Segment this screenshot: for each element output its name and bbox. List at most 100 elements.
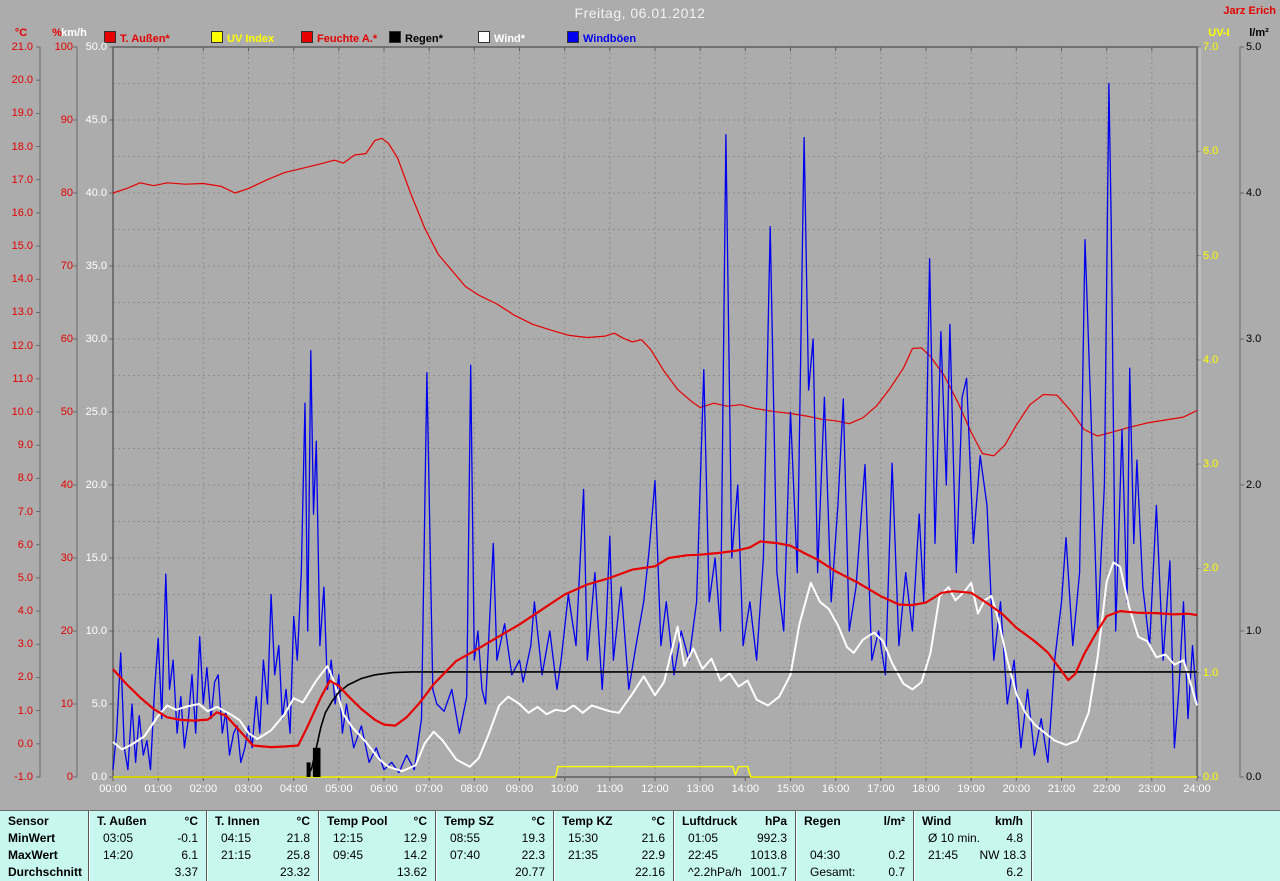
y-tick-label-rain: 0.0 [1246,771,1262,783]
legend-color-chip [478,31,490,43]
x-tick-label: 00:00 [99,783,127,795]
x-tick-label: 05:00 [325,783,353,795]
x-tick-label: 07:00 [415,783,443,795]
x-tick-label: 14:00 [731,783,760,795]
table-cell-time: 21:45 [928,848,959,862]
table-data-row: 13.62 [319,864,435,881]
table-data-row: 12:15 12.9 [319,830,435,847]
x-tick-label: 11:00 [596,783,624,795]
table-cell-value: 992.3 [756,831,787,845]
table-group-header: Luftdruck hPa [674,813,795,830]
y-tick-label-temp: 6.0 [17,538,33,551]
table-data-row: 07:40 22.3 [436,847,553,864]
legend-label: Regen* [405,33,443,45]
table-cell-value: 25.8 [286,848,310,862]
table-group-header: Temp SZ °C [436,813,553,830]
legend-item: T. Außen* [104,31,170,45]
table-group-header: Regen l/m² [796,813,913,830]
table-cell-time: 09:45 [333,848,364,862]
legend-label: Feuchte A.* [317,33,378,45]
y-tick-label-temp: 5.0 [17,571,33,584]
y-tick-label-temp: 11.0 [12,372,33,385]
table-cell-value: 22.9 [641,848,665,862]
table-cell-value: 6.2 [1006,865,1023,879]
sensor-name: T. Außen [97,814,147,828]
x-tick-label: 15:00 [776,783,805,795]
y-tick-label-wind: 40.0 [85,187,107,199]
x-tick-label: 19:00 [957,783,985,795]
table-empty-area [1031,811,1280,881]
table-cell-value: 20.77 [514,865,545,879]
table-row-label: Durchschnitt [8,865,83,879]
x-tick-label: 20:00 [1002,783,1031,795]
y-tick-label-uv: 7.0 [1203,41,1219,53]
x-tick-label: 03:00 [234,783,263,795]
x-tick-label: 18:00 [912,783,940,795]
table-cell-time: 08:55 [450,831,481,845]
y-tick-label-temp: 1.0 [17,704,33,717]
legend-item: UV Index [211,31,274,45]
rain-bar [312,747,317,777]
table-cell-time: ^2.2hPa/h [688,865,742,879]
table-cell-time: 15:30 [568,831,599,845]
y-tick-label-wind: 50.0 [85,41,107,53]
y-tick-label-wind: 25.0 [85,406,107,418]
y-tick-label-temp: 13.0 [11,306,33,319]
legend-label: Windböen [583,33,637,45]
table-cell-value: 23.32 [279,865,310,879]
table-data-row: 21:35 22.9 [554,847,673,864]
y-tick-label-temp: 16.0 [11,206,33,219]
table-cell-time: 04:15 [221,831,252,845]
y-tick-label-temp: 3.0 [17,638,33,651]
y-tick-label-temp: 10.0 [11,406,33,418]
table-cell-value: 0.2 [888,848,905,862]
y-tick-label-humidity: 100 [54,41,73,53]
table-cell-value: NW 18.3 [979,848,1027,862]
y-tick-label-uv: 3.0 [1203,458,1219,471]
table-data-row: 09:45 14.2 [319,847,435,864]
series-uv-index [113,765,1197,778]
table-cell-time: 07:40 [450,848,481,862]
table-data-row: Gesamt: 0.7 [796,864,913,881]
y-tick-label-rain: 5.0 [1246,41,1262,53]
table-group-regen: Regen l/m² 04:30 0.2 Gesamt: 0.7 [795,811,913,881]
sensor-unit: °C [184,814,198,828]
table-group-t-au-en: T. Außen °C 03:05 -0.1 14:20 6.1 3.37 [88,811,206,881]
y-tick-label-temp: 17.0 [11,173,33,186]
legend-color-chip [301,31,313,43]
y-tick-label-temp: 7.0 [17,505,33,518]
y-tick-label-rain: 1.0 [1246,625,1262,637]
axis-header-humidity: % [52,27,62,39]
sensor-unit: km/h [994,814,1023,828]
x-tick-label: 04:00 [279,783,308,795]
table-data-row: 6.2 [914,864,1031,881]
x-tick-label: 17:00 [867,783,895,795]
table-cell-value: 12.9 [403,831,427,845]
legend-item: Feuchte A.* [301,31,377,45]
summary-table: Sensor MinWert MaxWert Durchschnitt T. Außen… [0,810,1280,881]
table-row-label-column: Sensor MinWert MaxWert Durchschnitt [0,811,88,881]
table-data-row: 03:05 -0.1 [89,830,206,847]
table-data-row: 04:15 21.8 [207,830,318,847]
y-tick-label-temp: 9.0 [17,439,33,452]
y-tick-label-wind: 15.0 [85,552,107,564]
sensor-name: Temp Pool [327,814,388,828]
table-data-row: 22.16 [554,864,673,881]
table-group-luftdruck: Luftdruck hPa 01:05 992.3 22:45 1013.8 ^2.2hPa… [673,811,795,881]
chart-canvas [36,46,1244,781]
y-tick-label-temp: 15.0 [11,240,33,253]
axis-header-rain: l/m² [1249,27,1269,39]
x-tick-label: 12:00 [641,783,669,795]
table-cell-time: Gesamt: [810,865,856,879]
y-tick-label-temp: 19.0 [11,107,33,120]
legend-item: Regen* [389,31,443,45]
sensor-unit: °C [296,814,310,828]
table-cell-value: 1013.8 [750,848,787,862]
y-tick-label-uv: 6.0 [1203,145,1219,158]
table-cell-value: 1001.7 [750,865,787,879]
y-tick-label-wind: 30.0 [85,333,107,345]
table-data-row: 21:45 NW 18.3 [914,847,1031,864]
table-cell-time [796,830,862,847]
y-tick-label-uv: 4.0 [1203,353,1219,366]
